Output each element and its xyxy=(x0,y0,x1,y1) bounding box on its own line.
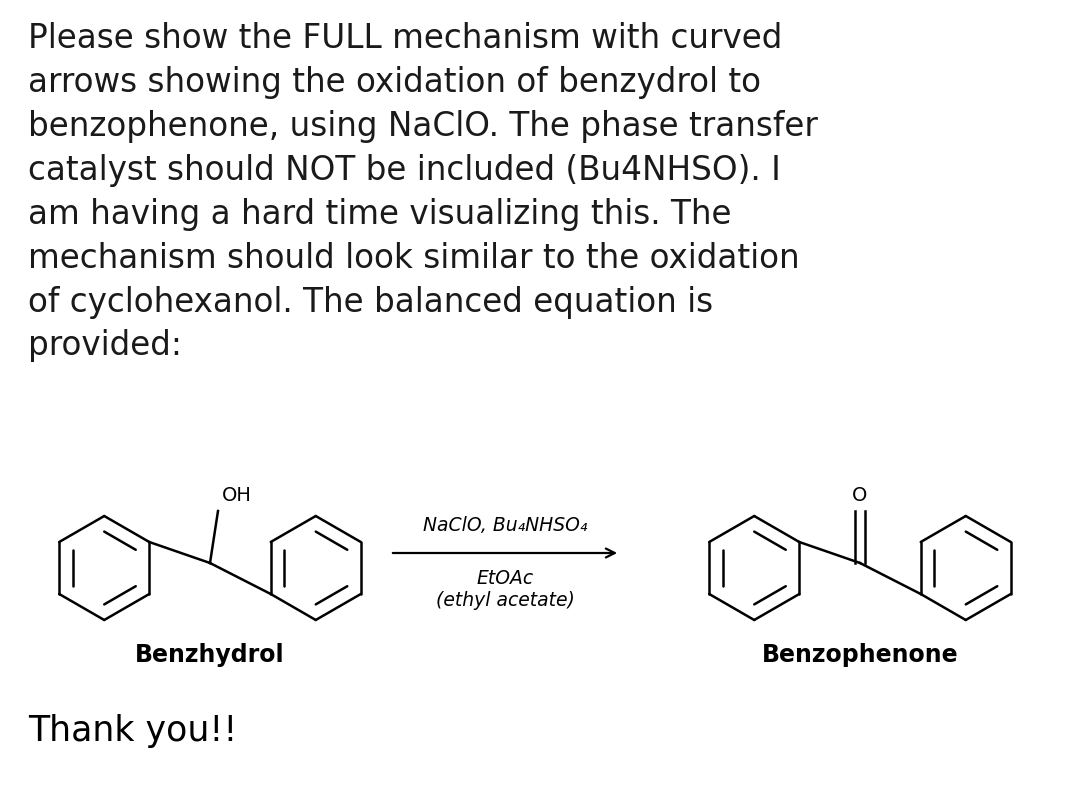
Text: Thank you!!: Thank you!! xyxy=(28,714,238,748)
Text: Benzhydrol: Benzhydrol xyxy=(135,643,285,667)
Text: (ethyl acetate): (ethyl acetate) xyxy=(435,591,575,610)
Text: OH: OH xyxy=(222,486,252,505)
Text: EtOAc: EtOAc xyxy=(476,569,534,588)
Text: Benzophenone: Benzophenone xyxy=(761,643,958,667)
Text: NaClO, Bu₄NHSO₄: NaClO, Bu₄NHSO₄ xyxy=(422,516,588,535)
Text: O: O xyxy=(852,486,867,505)
Text: Please show the FULL mechanism with curved
arrows showing the oxidation of benzy: Please show the FULL mechanism with curv… xyxy=(28,22,818,362)
